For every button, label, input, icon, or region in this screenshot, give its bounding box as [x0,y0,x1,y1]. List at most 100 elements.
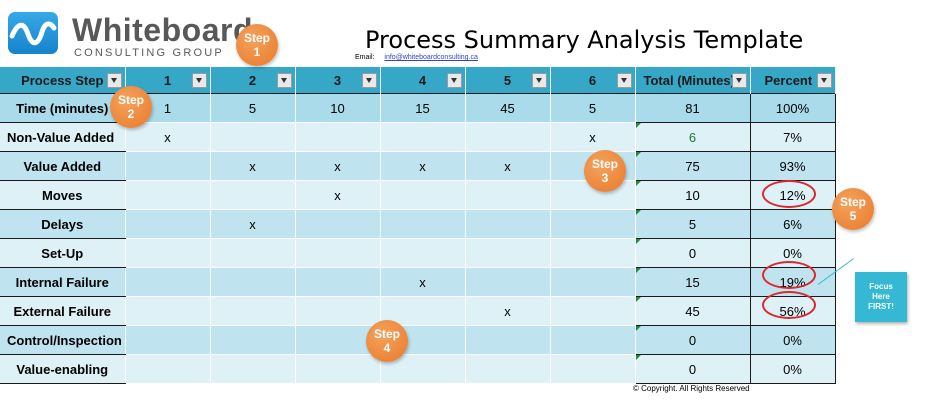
step-cell[interactable]: x [210,151,296,181]
percent-cell[interactable]: 7% [750,122,836,152]
filter-dropdown-icon[interactable] [276,73,292,88]
step-cell[interactable] [550,238,636,268]
focus-callout: Focus Here FIRST! [855,272,907,322]
step-cell[interactable] [550,296,636,326]
step-cell[interactable] [295,354,381,384]
filter-dropdown-icon[interactable] [531,73,547,88]
email-link[interactable]: info@whiteboardconsulting.ca [384,54,478,61]
step-cell[interactable] [465,180,551,210]
step-cell[interactable] [295,267,381,297]
step-cell[interactable] [380,122,466,152]
percent-cell[interactable]: 93% [750,151,836,181]
step-cell[interactable] [550,209,636,239]
step-cell[interactable]: x [125,122,211,152]
step-cell[interactable] [210,122,296,152]
step-cell[interactable]: x [380,267,466,297]
step-cell[interactable] [125,325,211,355]
step-cell[interactable] [295,296,381,326]
step-cell[interactable]: 10 [295,93,381,123]
step-cell[interactable]: x [295,151,381,181]
step-cell[interactable] [125,209,211,239]
wave-logo-icon [8,12,58,54]
step-cell[interactable] [125,296,211,326]
row-label[interactable]: Control/Inspection [0,325,126,355]
step-cell[interactable] [125,267,211,297]
step-cell[interactable] [465,354,551,384]
step-cell[interactable]: x [210,209,296,239]
percent-cell[interactable]: 0% [750,354,836,384]
step-cell[interactable] [210,354,296,384]
step-cell[interactable] [125,238,211,268]
percent-cell[interactable]: 100% [750,93,836,123]
step-cell[interactable] [125,180,211,210]
step-cell[interactable] [380,180,466,210]
step-cell[interactable] [295,238,381,268]
step-cell[interactable]: 5 [210,93,296,123]
step-cell[interactable]: x [465,296,551,326]
total-cell[interactable]: 15 [634,267,751,297]
total-cell[interactable]: 81 [634,93,751,123]
step-cell[interactable] [550,325,636,355]
step-cell[interactable] [125,151,211,181]
step-cell[interactable]: x [295,180,381,210]
step-cell[interactable]: x [465,151,551,181]
formula-marker-icon [636,268,641,273]
step-cell[interactable] [295,122,381,152]
step-cell[interactable] [295,209,381,239]
step-cell[interactable] [465,325,551,355]
filter-dropdown-icon[interactable] [106,73,122,88]
total-cell[interactable]: 5 [634,209,751,239]
total-value: 81 [685,100,700,116]
total-cell[interactable]: 6 [634,122,751,152]
formula-marker-icon [636,297,641,302]
step-cell[interactable] [465,122,551,152]
step-cell[interactable] [380,238,466,268]
filter-dropdown-icon[interactable] [616,73,632,88]
step-cell[interactable] [295,325,381,355]
row-label[interactable]: Moves [0,180,126,210]
row-label[interactable]: Internal Failure [0,267,126,297]
row-label[interactable]: Non-Value Added [0,122,126,152]
step-cell[interactable] [465,209,551,239]
email-label: Email: [355,54,375,61]
filter-dropdown-icon[interactable] [816,73,832,88]
row-label[interactable]: Value Added [0,151,126,181]
step-cell[interactable] [125,354,211,384]
step-cell[interactable]: x [380,151,466,181]
step-cell[interactable]: x [550,122,636,152]
total-cell[interactable]: 75 [634,151,751,181]
step-cell[interactable] [210,325,296,355]
step-cell[interactable] [380,209,466,239]
total-cell[interactable]: 10 [634,180,751,210]
step-cell[interactable] [465,267,551,297]
step-cell[interactable] [210,180,296,210]
step-cell[interactable] [210,238,296,268]
step-cell[interactable]: 15 [380,93,466,123]
row-label[interactable]: External Failure [0,296,126,326]
header-step-5: 5 [465,67,551,94]
row-label[interactable]: Delays [0,209,126,239]
row-label[interactable]: Set-Up [0,238,126,268]
total-cell[interactable]: 45 [634,296,751,326]
row-label[interactable]: Value-enabling [0,354,126,384]
step-cell[interactable] [210,267,296,297]
step-cell[interactable] [465,238,551,268]
filter-dropdown-icon[interactable] [191,73,207,88]
filter-dropdown-icon[interactable] [361,73,377,88]
step-cell[interactable]: 5 [550,93,636,123]
percent-cell[interactable]: 6% [750,209,836,239]
filter-dropdown-icon[interactable] [446,73,462,88]
total-cell[interactable]: 0 [634,354,751,384]
step-cell[interactable]: 45 [465,93,551,123]
step-cell[interactable] [210,296,296,326]
percent-cell[interactable]: 0% [750,325,836,355]
row-label[interactable]: Time (minutes) [0,93,126,123]
formula-marker-icon [636,355,641,360]
total-cell[interactable]: 0 [634,238,751,268]
step-cell[interactable] [550,354,636,384]
filter-dropdown-icon[interactable] [731,73,747,88]
highlight-ring-internal-failure [762,261,816,289]
step-cell[interactable] [380,296,466,326]
step-cell[interactable] [550,267,636,297]
total-cell[interactable]: 0 [634,325,751,355]
